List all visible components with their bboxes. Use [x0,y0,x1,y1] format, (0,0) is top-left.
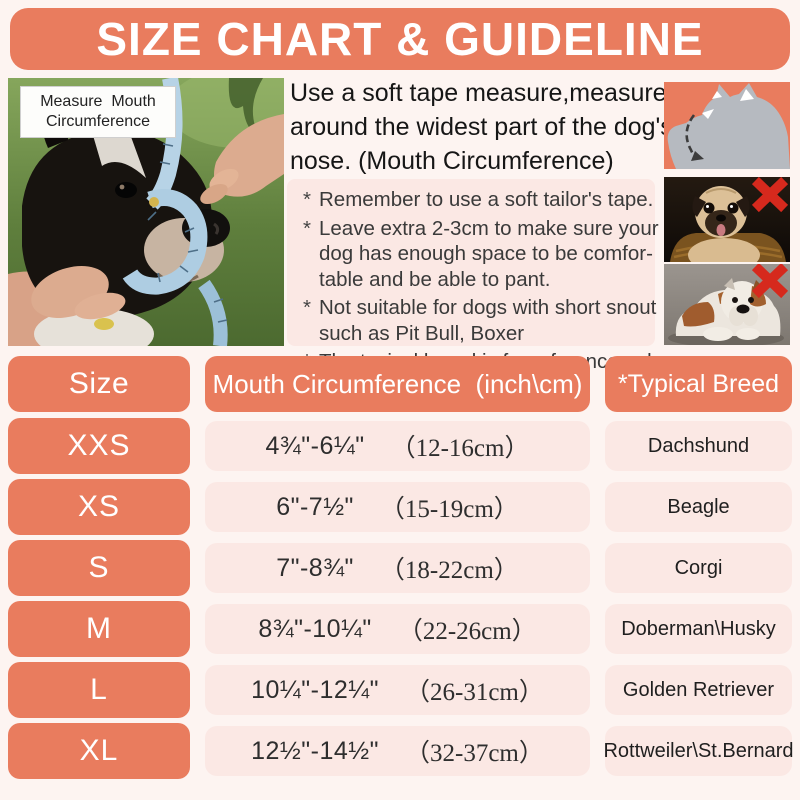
note-text: table and be able to pant. [319,267,551,291]
instruction-text: Use a soft tape measure,measure around t… [290,76,673,178]
header-circumference-label: Mouth Circumference (inch\cm) [212,368,583,399]
breed-cell-xl: Rottweiler\St.Bernard [603,726,794,776]
inches-value: 10¼"-12¼" [251,675,379,704]
photo-caption: Measure Mouth Circumference [20,86,176,138]
instruction-line1: Use a soft tape measure,measure [290,79,667,107]
note-item: * Remember to use a soft tailor's tape. [295,187,653,213]
notes-box: * Remember to use a soft tailor's tape. … [287,179,666,373]
inches-value: 7"-8¾" [276,553,354,582]
breed-cell-m: Doberman\Husky [605,604,792,654]
cm-value: （18-22cm） [379,557,519,584]
breed-cell-l: Golden Retriever [605,665,792,715]
size-cell-xs: XS [8,479,190,535]
circumference-cell-xs: 6"-7½" （15-19cm） [205,482,590,532]
cm-value: （32-37cm） [405,740,544,767]
measure-photo: Measure Mouth Circumference [8,78,284,346]
header-circumference: Mouth Circumference (inch\cm) [205,356,590,412]
note-text: Not suitable for dogs with short snout [319,296,657,319]
size-label: L [90,673,108,706]
instruction-line2: around the widest part of the dog's [290,113,673,141]
breed-label: Corgi [674,556,723,579]
asterisk-bullet-icon: * [303,188,311,211]
size-label: XL [79,734,119,767]
inches-value: 12½"-14½" [251,736,379,765]
breed-cell-xs: Beagle [605,482,792,532]
bulldog-not-suitable-photo [664,264,790,345]
bulldog-photo [664,264,790,345]
red-x-icon [751,177,789,213]
size-cell-s: S [8,540,190,596]
size-cell-xl: XL [8,723,190,779]
size-label: XXS [67,429,131,462]
pug-not-suitable-photo [664,177,790,262]
circumference-cell-m: 8¾"-10¼" （22-26cm） [205,604,590,654]
inches-value: 8¾"-10¼" [258,614,372,643]
cm-value: （26-31cm） [405,679,544,706]
header-breed-label: *Typical Breed [617,369,780,398]
dog-head-measure-diagram-icon [664,82,790,169]
breed-label: Dachshund [647,434,750,457]
size-label: XS [77,490,121,523]
note-text: such as Pit Bull, Boxer [319,321,525,345]
size-cell-m: M [8,601,190,657]
circumference-cell-s: 7"-8¾" （18-22cm） [205,543,590,593]
asterisk-bullet-icon: * [303,216,311,240]
page-title: SIZE CHART & GUIDELINE [96,13,704,65]
circumference-cell-l: 10¼"-12¼" （26-31cm） [205,665,590,715]
instruction-line3: nose. (Mouth Circumference) [290,147,614,175]
note-text: Remember to use a soft tailor's tape. [319,188,654,211]
header-breed: *Typical Breed [605,356,792,412]
breed-cell-xxs: Dachshund [605,421,792,471]
measure-diagram [664,82,790,169]
breed-label: Beagle [667,495,730,518]
note-text: dog has enough space to be comfor- [319,242,653,265]
header-size: Size [8,356,190,412]
size-cell-xxs: XXS [8,418,190,474]
circumference-cell-xxs: 4¾"-6¼" （12-16cm） [205,421,590,471]
size-label: S [88,551,110,584]
size-cell-l: L [8,662,190,718]
cm-value: （22-26cm） [397,618,537,645]
breed-label: Doberman\Husky [621,617,776,640]
cm-value: （12-16cm） [390,435,530,462]
breed-label: Rottweiler\St.Bernard [603,739,794,762]
inches-value: 4¾"-6¼" [265,431,365,460]
pug-photo [664,177,790,262]
breed-cell-s: Corgi [605,543,792,593]
note-item: * Not suitable for dogs with short snout… [295,295,656,346]
header-size-label: Size [68,367,130,400]
asterisk-bullet-icon: * [303,296,311,319]
cm-value: （15-19cm） [379,496,519,523]
title-banner: SIZE CHART & GUIDELINE [10,8,790,70]
note-item: * Leave extra 2-3cm to make sure your do… [295,216,659,293]
note-text: Leave extra 2-3cm to make sure your [319,216,659,240]
red-x-icon [751,264,789,299]
size-label: M [86,612,112,645]
photo-caption-line1: Measure Mouth [40,93,156,110]
photo-caption-line2: Circumference [45,113,151,130]
breed-label: Golden Retriever [622,678,775,701]
inches-value: 6"-7½" [276,492,354,521]
circumference-cell-xl: 12½"-14½" （32-37cm） [205,726,590,776]
